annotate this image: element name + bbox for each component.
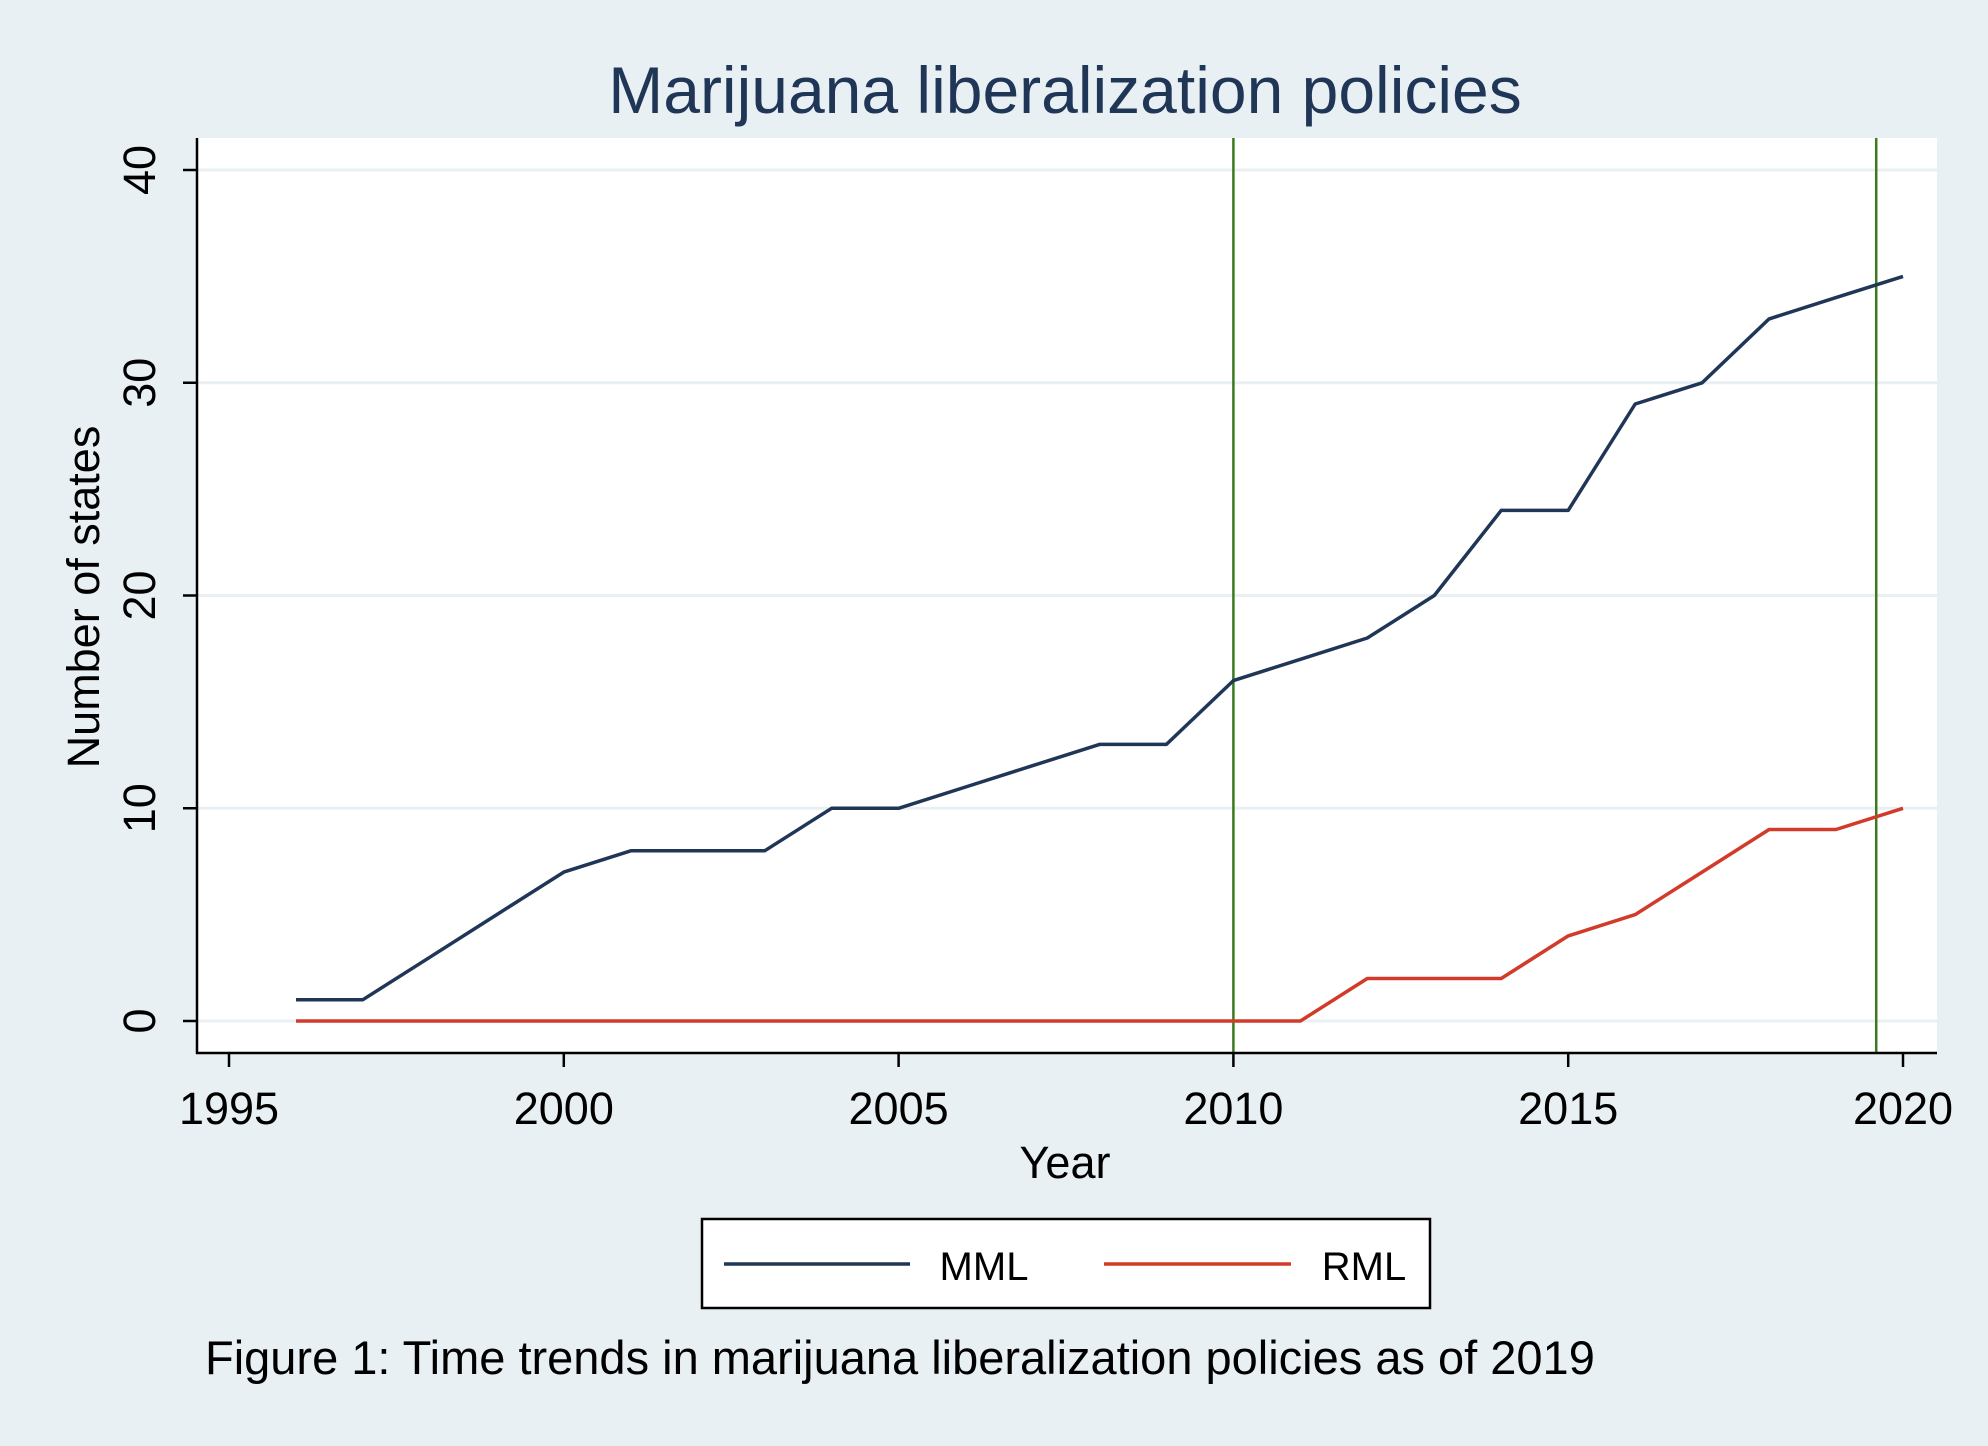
series-lines — [296, 274, 1904, 1023]
x-axis-label: Year — [1020, 1137, 1111, 1188]
legend-label-rml: RML — [1322, 1245, 1406, 1289]
reference-lines — [1232, 138, 1878, 1053]
x-axis-ticks: 1995 2000 2005 2010 2015 2020 — [179, 1053, 1953, 1134]
x-tick-label-2005: 2005 — [849, 1083, 949, 1134]
x-tick-label-2015: 2015 — [1518, 1083, 1618, 1134]
series-line-mml — [296, 274, 1904, 1002]
x-tick-label-2010: 2010 — [1183, 1083, 1283, 1134]
y-axis-ticks: 0 10 20 30 40 — [114, 145, 197, 1034]
legend-label-mml: MML — [940, 1245, 1029, 1289]
chart-title: Marijuana liberalization policies — [608, 53, 1521, 127]
figure-caption: Figure 1: Time trends in marijuana liber… — [205, 1331, 1595, 1384]
legend: MML RML — [700, 1217, 1432, 1310]
series-line-rml — [296, 806, 1904, 1023]
y-tick-label-0: 0 — [114, 1008, 165, 1033]
x-tick-label-2020: 2020 — [1853, 1083, 1953, 1134]
y-tick-label-30: 30 — [114, 358, 165, 408]
x-tick-label-2000: 2000 — [514, 1083, 614, 1134]
y-tick-label-40: 40 — [114, 145, 165, 195]
y-tick-label-20: 20 — [114, 570, 165, 620]
y-tick-label-10: 10 — [114, 783, 165, 833]
x-tick-label-1995: 1995 — [179, 1083, 279, 1134]
y-axis-label: Number of states — [58, 426, 109, 769]
